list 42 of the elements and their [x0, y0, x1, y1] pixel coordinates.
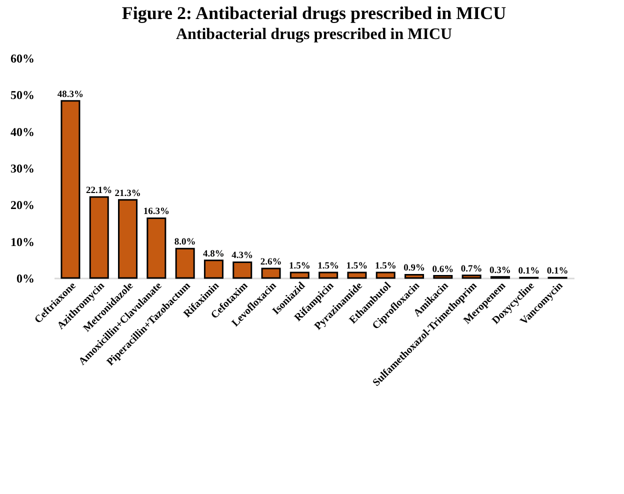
- y-tick-label: 40%: [10, 124, 34, 139]
- bar: [204, 260, 224, 279]
- data-label: 0.6%: [432, 264, 454, 275]
- data-label: 0.3%: [490, 266, 511, 276]
- bar: [404, 274, 424, 279]
- data-label: 1.5%: [318, 262, 340, 272]
- y-tick-label: 50%: [10, 88, 34, 102]
- data-label: 22.1%: [86, 186, 112, 196]
- y-tick-label: 30%: [10, 162, 34, 176]
- bar: [462, 274, 482, 279]
- y-tick-label: 20%: [10, 198, 34, 212]
- data-label: 48.3%: [57, 90, 84, 100]
- bar: [376, 272, 396, 279]
- data-label: 8.0%: [174, 238, 196, 248]
- bar: [232, 261, 252, 279]
- data-label: 0.1%: [546, 266, 568, 277]
- bar: [118, 199, 138, 279]
- data-label: 1.5%: [374, 262, 396, 272]
- bar: [89, 196, 109, 279]
- y-tick-label: 60%: [10, 52, 34, 66]
- data-label: 1.5%: [346, 262, 368, 272]
- data-label: 0.1%: [518, 266, 540, 277]
- bar: [290, 272, 310, 279]
- data-label: 1.5%: [288, 262, 310, 272]
- chart-title: Antibacterial drugs prescribed in MICU: [176, 26, 453, 43]
- data-label: 0.7%: [460, 264, 482, 274]
- y-tick-label: 0%: [16, 272, 34, 286]
- data-label: 4.3%: [232, 251, 254, 262]
- bar: [433, 275, 453, 279]
- bar: [60, 100, 80, 279]
- caption: Figure 2: Antibacterial drugs prescribed in MICU: [122, 3, 506, 23]
- bar: [175, 248, 195, 279]
- bar: [347, 272, 367, 279]
- data-label: 0.9%: [404, 264, 425, 274]
- bar: [318, 272, 338, 279]
- data-label: 16.3%: [143, 207, 170, 218]
- y-tick-label: 10%: [10, 234, 34, 249]
- data-label: 4.8%: [203, 249, 224, 260]
- bar: [146, 217, 166, 279]
- data-label: 2.6%: [260, 257, 282, 268]
- bar: [261, 268, 281, 279]
- data-label: 21.3%: [114, 188, 141, 199]
